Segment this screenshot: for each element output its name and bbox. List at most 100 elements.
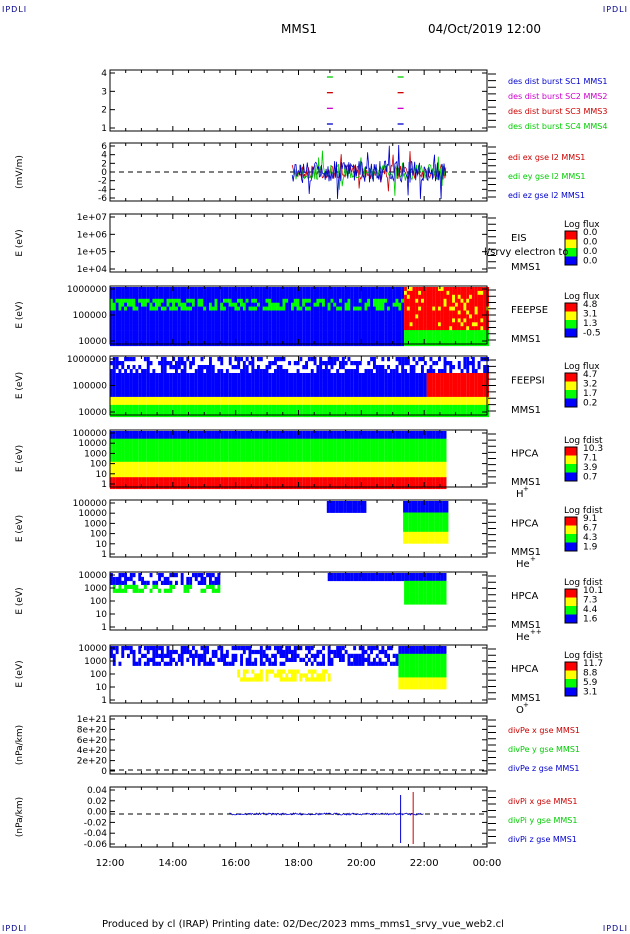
spectrogram-cell [124,380,127,386]
spectrogram-cell [387,388,390,394]
spectrogram-cell [471,396,475,402]
spectrogram-cell [118,473,122,478]
spectrogram-cell [469,338,472,343]
spectrogram-cell [211,450,215,455]
spectrogram-cell [220,396,224,402]
spectrogram-cell [299,294,303,299]
spectrogram-cell [177,408,181,414]
spectrogram-cell [375,408,379,414]
spectrogram-cell [353,298,357,303]
spectrogram-cell [169,396,173,402]
spectrogram-cell [364,287,368,292]
spectrogram-cell [141,287,144,292]
spectrogram-cell [132,373,136,378]
spectrogram-cell [341,290,345,296]
spectrogram-cell [316,369,320,374]
spectrogram-cell [160,438,164,443]
spectrogram-cell [118,302,122,307]
spectrogram-cell [172,396,176,402]
spectrogram-cell [177,373,181,378]
spectrogram-cell [203,396,207,402]
spectrogram-cell [271,392,275,398]
spectrogram-cell [141,310,144,315]
spectrogram-cell [469,404,472,410]
spectrogram-cell [367,287,371,292]
spectrogram-cell [398,302,402,307]
spectrogram-cell [415,334,419,339]
spectrogram-cell [423,388,427,394]
spectrogram-cell [367,373,371,378]
spectrogram-cell [440,392,444,398]
spectrogram-cell [192,473,195,478]
spectrogram-cell [225,322,229,327]
spectrogram-cell [180,318,184,323]
spectrogram-cell [389,318,393,323]
spectrogram-cell [268,380,272,386]
spectrogram-cell [477,388,481,394]
spectrogram-cell [347,326,351,331]
spectrogram-cell [223,450,226,455]
spectrogram-cell [220,461,224,466]
spectrogram-cell [291,388,294,394]
spectrogram-cell [132,310,136,315]
spectrogram-cell [234,322,238,327]
spectrogram-cell [276,330,280,335]
spectrogram-cell [463,380,467,386]
spectrogram-cell [404,369,407,374]
spectrogram-cell [449,287,453,292]
y-tick-label: 8e+20 [77,725,108,735]
spectrogram-cell [237,392,241,398]
spectrogram-cell [146,306,150,311]
spectrogram-cell [166,450,170,455]
spectrogram-cell [381,408,385,414]
spectrogram-cell [302,396,306,402]
spectrogram-cell [333,290,337,296]
spectrogram-cell [245,373,249,378]
spectrogram-cell [129,457,133,463]
spectrogram-cell [197,481,201,486]
spectrogram-cell [350,388,354,394]
spectrogram-cell [152,314,156,319]
spectrogram-cell [203,454,207,459]
spectrogram-cell [163,326,167,331]
spectrogram-cell [384,373,388,378]
spectrogram-cell [248,396,252,402]
spectrogram-cell [358,400,362,406]
spectrogram-cell [435,334,439,339]
spectrogram-cell [163,302,167,307]
spectrogram-cell [469,330,472,335]
spectrogram-cell [288,330,291,335]
spectrogram-cell [296,298,300,303]
spectrogram-cell [155,469,159,474]
spectrogram-cell [474,298,478,303]
spectrogram-cell [259,298,263,303]
spectrogram-cell [435,400,439,406]
spectrogram-cell [443,404,447,410]
spectrogram-cell [158,461,161,466]
spectrogram-cell [158,404,161,410]
spectrogram-cell [378,338,382,343]
spectrogram-cell [172,330,176,335]
spectrogram-cell [160,298,164,303]
spectrogram-cell [127,481,130,486]
spectrogram-cell [135,373,139,378]
spectrogram-cell [169,290,173,296]
spectrogram-cell [197,302,201,307]
spectrogram-cell [415,326,419,331]
spectrogram-cell [132,380,136,386]
spectrogram-cell [206,392,209,398]
spectrogram-cell [381,314,385,319]
spectrogram-cell [141,380,144,386]
spectrogram-cell [466,294,470,299]
spectrogram-cell [435,373,439,378]
spectrogram-cell [373,322,376,327]
spectrogram-cell [175,322,178,327]
spectrogram-cell [429,314,433,319]
spectrogram-cell [160,380,164,386]
spectrogram-cell [127,384,130,390]
spectrogram-cell [197,431,201,436]
spectrogram-cell [254,306,258,311]
spectrogram-cell [112,380,116,386]
spectrogram-cell [265,396,269,402]
spectrogram-cell [440,408,444,414]
